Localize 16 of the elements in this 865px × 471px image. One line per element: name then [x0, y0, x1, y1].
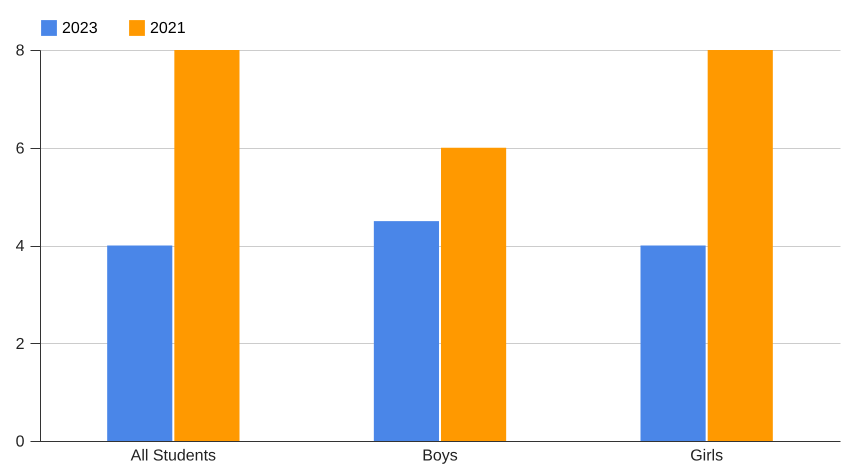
x-tick-label: Boys [422, 448, 458, 464]
bar [640, 246, 706, 441]
legend-label: 2023 [62, 20, 98, 37]
y-tick-label: 4 [16, 238, 25, 255]
bar [441, 148, 506, 441]
bar [374, 221, 439, 441]
bar [174, 50, 240, 441]
y-tick-label: 0 [16, 434, 25, 450]
x-tick-label: All Students [130, 448, 216, 464]
x-tick-label: Girls [690, 448, 724, 464]
y-tick-label: 8 [16, 42, 25, 60]
y-tick-label: 6 [16, 140, 25, 158]
bar [107, 246, 172, 441]
legend-label: 2021 [150, 20, 186, 37]
y-tick-label: 2 [16, 336, 25, 353]
bar [708, 50, 773, 441]
